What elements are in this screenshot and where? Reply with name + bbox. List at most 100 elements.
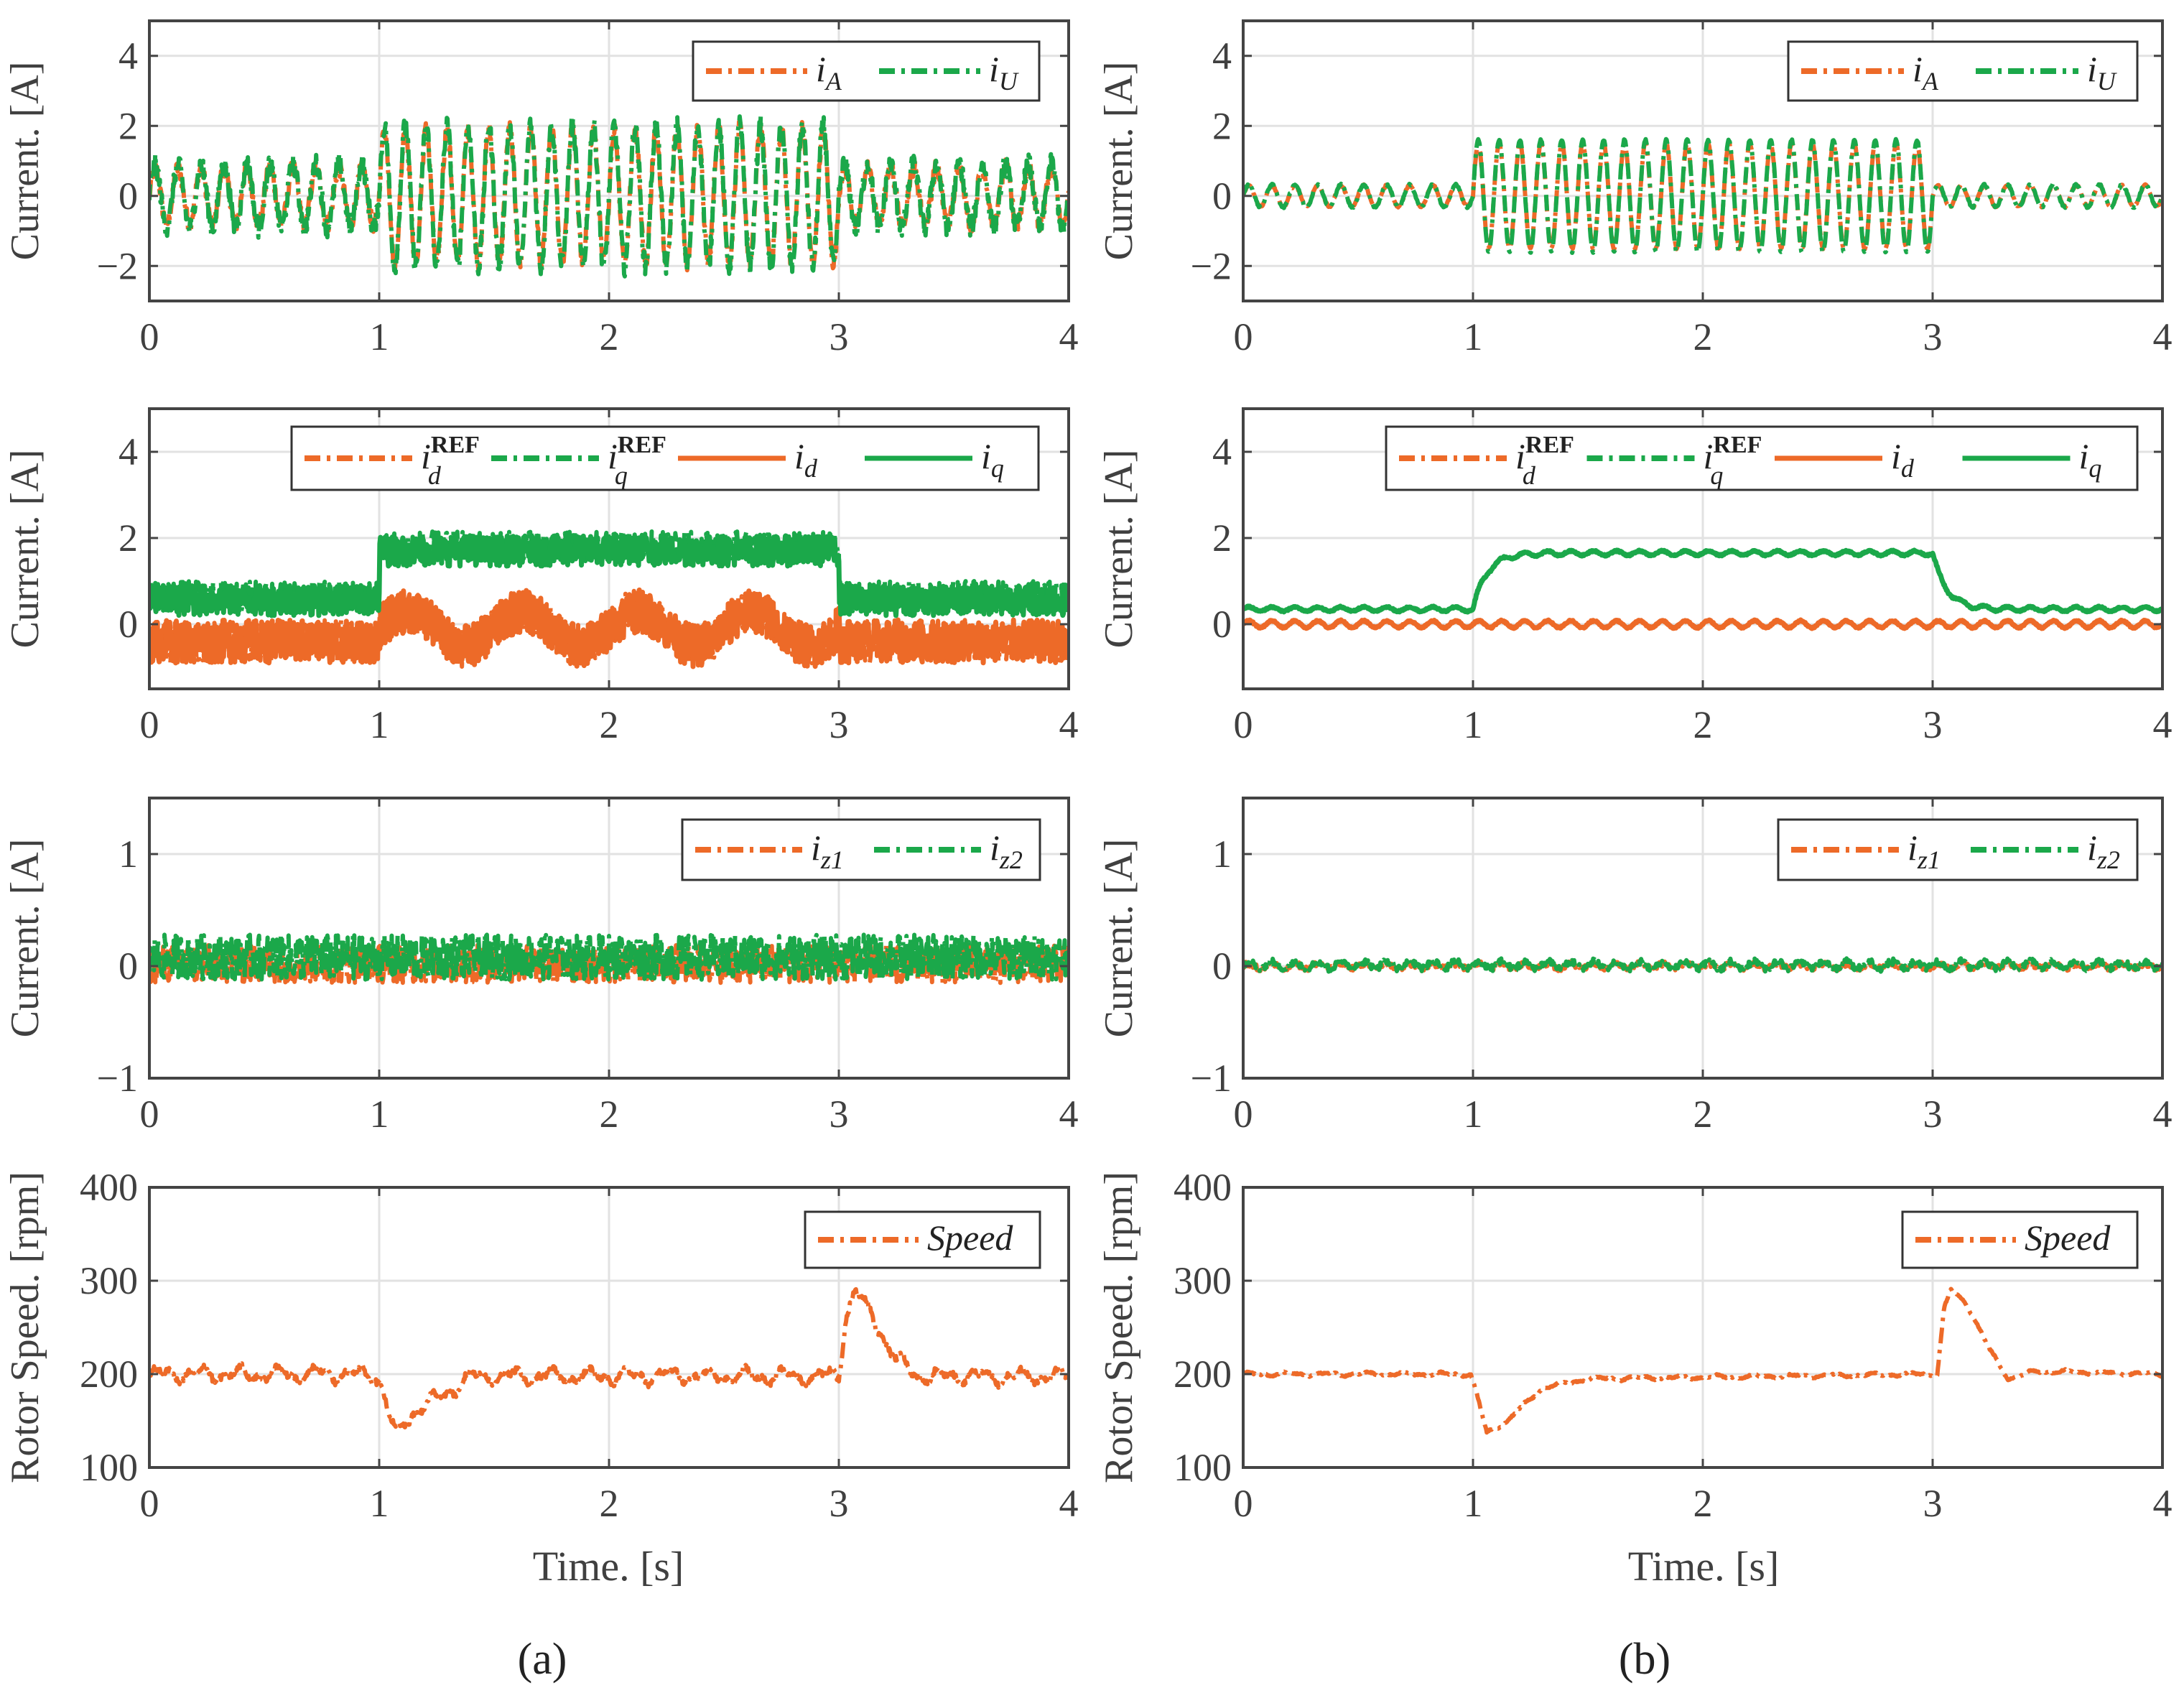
x-axis-label-b: Time. [s] (1628, 1543, 1780, 1590)
x-tick-label: 2 (600, 315, 619, 358)
legend-symbol: i (2087, 827, 2097, 868)
legend-subscript: z2 (999, 845, 1023, 874)
legend-label-i_U: iU (989, 49, 1019, 96)
y-tick-label: 4 (1212, 430, 1232, 473)
x-tick-label: 0 (140, 1093, 159, 1136)
y-tick-label: 0 (1212, 175, 1232, 218)
legend: iA iU (692, 40, 1041, 102)
legend-subscript: A (1921, 67, 1939, 96)
y-tick-label: −1 (97, 1057, 138, 1100)
y-tick-label: −2 (97, 244, 138, 287)
legend: Speed (1901, 1210, 2139, 1269)
y-tick-label: 300 (1174, 1259, 1232, 1302)
legend-symbol: i (811, 827, 821, 868)
y-tick-label: 100 (80, 1446, 138, 1489)
x-tick-label: 3 (1923, 315, 1943, 358)
legend-subscript: z2 (2096, 845, 2120, 874)
legend-label-i_U: iU (2087, 49, 2117, 96)
legend-subscript: q (615, 461, 628, 490)
y-axis-label: Current. [A] (1097, 450, 1141, 649)
y-axis-label: Rotor Speed. [rpm] (3, 1172, 47, 1483)
legend-subscript: d (804, 454, 818, 483)
y-tick-label: 400 (1174, 1166, 1232, 1209)
x-tick-label: 2 (1693, 1093, 1713, 1136)
series-line-Speed (1243, 1286, 2162, 1435)
y-tick-label: 0 (1212, 945, 1232, 988)
x-tick-label: 2 (1693, 703, 1713, 746)
x-tick-label: 4 (1059, 315, 1079, 358)
x-tick-label: 0 (140, 703, 159, 746)
x-tick-label: 0 (1234, 703, 1253, 746)
series-group (149, 114, 1069, 279)
x-tick-label: 4 (2153, 1482, 2173, 1525)
x-tick-label: 4 (2153, 703, 2173, 746)
series-line-i_A (149, 119, 1069, 273)
y-tick-label: 200 (80, 1353, 138, 1396)
x-tick-label: 4 (2153, 1093, 2173, 1136)
legend-symbol: i (1704, 436, 1714, 476)
y-axis-label: Current. [A] (3, 839, 47, 1038)
y-axis-label: Current. [A] (3, 62, 47, 261)
x-tick-label: 4 (2153, 315, 2173, 358)
x-tick-label: 1 (1464, 1482, 1483, 1525)
x-tick-label: 3 (1923, 1482, 1943, 1525)
legend-symbol: Speed (2025, 1218, 2111, 1258)
y-tick-label: 4 (119, 34, 138, 78)
legend-subscript: q (1710, 461, 1723, 490)
legend-subscript: q (2088, 454, 2101, 483)
x-tick-label: 3 (1923, 1093, 1943, 1136)
legend: Speed (804, 1210, 1041, 1269)
legend-label-i_d^REF: iREF d (421, 432, 480, 490)
legend: iREF d iREF q id iq (1385, 425, 2139, 491)
legend-label-i_d: id (794, 436, 818, 483)
series-line-Speed (149, 1286, 1069, 1431)
x-tick-label: 0 (140, 1482, 159, 1525)
x-tick-label: 0 (140, 315, 159, 358)
caption-b: (b) (1619, 1635, 1670, 1684)
legend-symbol: i (1515, 436, 1525, 476)
panel-a4: 0 1 2 3 4 100 200 300 400 Rotor Speed. [rpm] Speed (3, 1166, 1079, 1525)
legend-label-i_d: id (1891, 436, 1915, 483)
legend-label-i_A: iA (1913, 49, 1939, 96)
legend-label-i_z2: iz2 (990, 827, 1023, 874)
legend-label-Speed: Speed (927, 1218, 1013, 1258)
x-tick-label: 3 (830, 1093, 849, 1136)
x-tick-label: 2 (1693, 1482, 1713, 1525)
legend-symbol: i (990, 827, 1000, 868)
x-tick-label: 0 (1234, 315, 1253, 358)
y-tick-label: 100 (1174, 1446, 1232, 1489)
y-tick-label: 400 (80, 1166, 138, 1209)
legend-label-i_q^REF: iREF q (1704, 432, 1762, 490)
legend-box (804, 1210, 1041, 1269)
legend-symbol: i (794, 436, 804, 476)
x-tick-label: 1 (1464, 1093, 1483, 1136)
y-tick-label: −2 (1191, 244, 1232, 287)
legend-label-i_q: iq (2079, 436, 2102, 483)
x-tick-label: 2 (600, 1482, 619, 1525)
legend-superscript: REF (618, 432, 666, 458)
y-tick-label: 200 (1174, 1353, 1232, 1396)
y-tick-label: 2 (119, 104, 138, 147)
caption-a: (a) (518, 1635, 567, 1684)
x-tick-label: 3 (830, 1482, 849, 1525)
y-tick-label: 0 (119, 175, 138, 218)
legend: iz1 iz2 (1777, 818, 2139, 881)
y-tick-label: −1 (1191, 1057, 1232, 1100)
x-tick-label: 0 (1234, 1482, 1253, 1525)
x-axis-label-a: Time. [s] (533, 1543, 684, 1590)
legend-label-i_q: iq (981, 436, 1004, 483)
y-tick-label: 2 (119, 516, 138, 560)
y-tick-label: 0 (119, 603, 138, 646)
y-tick-label: 2 (1212, 516, 1232, 560)
legend-subscript: U (2097, 67, 2117, 96)
legend-symbol: i (1907, 827, 1918, 868)
legend: iREF d i REF q id iq (290, 425, 1040, 491)
x-tick-label: 2 (600, 1093, 619, 1136)
y-tick-label: 4 (119, 430, 138, 473)
y-axis-label: Current. [A] (1097, 62, 1141, 261)
legend: iz1 iz2 (681, 818, 1041, 881)
series-line-i_z2 (149, 932, 1069, 982)
